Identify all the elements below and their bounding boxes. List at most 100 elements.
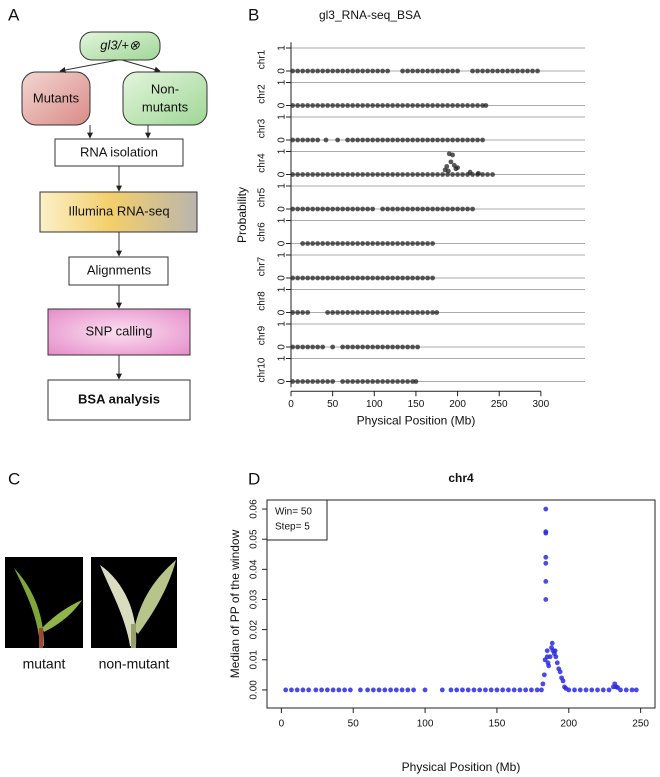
point xyxy=(395,241,401,246)
chart-title: chr4 xyxy=(448,471,474,485)
point xyxy=(420,206,425,212)
point xyxy=(385,310,391,315)
point xyxy=(450,206,455,212)
y-tick-label: 0 xyxy=(277,206,288,212)
point xyxy=(445,68,450,74)
point xyxy=(395,172,401,177)
panel-label: B xyxy=(248,5,259,24)
point xyxy=(445,103,450,108)
point xyxy=(323,137,329,143)
point xyxy=(483,103,489,108)
point xyxy=(553,654,559,660)
y-tick-label: 1 xyxy=(277,321,288,327)
point xyxy=(399,687,405,693)
point xyxy=(549,640,555,646)
point xyxy=(400,241,406,246)
x-tick-label: 150 xyxy=(408,399,425,410)
point xyxy=(467,169,473,175)
point xyxy=(495,68,500,74)
node-label: RNA isolation xyxy=(80,144,158,159)
photo-label: mutant xyxy=(23,656,66,672)
point xyxy=(460,206,465,212)
facet-label: chr6 xyxy=(257,222,268,242)
point xyxy=(595,687,600,693)
point xyxy=(305,344,311,350)
point xyxy=(360,275,366,281)
point xyxy=(300,103,306,108)
point xyxy=(305,241,311,246)
point xyxy=(325,172,331,177)
point xyxy=(415,275,420,281)
point xyxy=(350,275,356,281)
point xyxy=(440,68,445,74)
point xyxy=(517,687,523,693)
point xyxy=(385,275,391,281)
point xyxy=(320,241,326,246)
x-tick-label: 300 xyxy=(533,399,550,410)
point xyxy=(577,687,583,693)
point xyxy=(350,103,356,108)
photos: mutant non-mutant xyxy=(5,557,177,672)
point xyxy=(470,103,475,108)
point xyxy=(430,310,435,315)
point xyxy=(330,687,336,693)
point xyxy=(325,206,331,212)
point xyxy=(405,137,411,143)
point xyxy=(534,687,540,693)
point xyxy=(430,137,435,143)
point xyxy=(385,241,391,246)
point xyxy=(345,275,351,281)
point xyxy=(425,206,430,212)
point xyxy=(380,275,386,281)
point xyxy=(360,172,366,177)
point xyxy=(589,687,595,693)
point xyxy=(539,687,544,693)
point xyxy=(330,68,336,74)
point xyxy=(420,137,425,143)
node-label: Mutants xyxy=(33,90,80,105)
point xyxy=(543,560,549,566)
stem xyxy=(131,624,136,648)
point xyxy=(330,275,336,281)
panel-label: C xyxy=(8,469,20,488)
point xyxy=(385,379,391,384)
point xyxy=(395,344,401,350)
point xyxy=(439,687,445,693)
point xyxy=(295,103,301,108)
point xyxy=(300,379,306,384)
point xyxy=(358,687,363,693)
point xyxy=(315,68,321,74)
point xyxy=(375,103,381,108)
point xyxy=(405,275,411,281)
point xyxy=(530,68,535,74)
flowchart xyxy=(21,31,208,421)
point xyxy=(360,344,366,350)
point xyxy=(305,172,311,177)
point xyxy=(460,172,465,177)
point xyxy=(425,172,430,177)
point xyxy=(405,241,411,246)
point xyxy=(325,103,331,108)
point xyxy=(365,687,370,693)
point xyxy=(420,103,425,108)
node-label: Non- xyxy=(151,81,179,96)
point xyxy=(554,660,560,666)
point xyxy=(529,687,534,693)
x-tick-label: 100 xyxy=(366,399,383,410)
point xyxy=(415,137,420,143)
point xyxy=(335,68,341,74)
point xyxy=(300,687,306,693)
point xyxy=(360,68,366,74)
point xyxy=(455,137,460,143)
point xyxy=(606,687,612,693)
point xyxy=(345,379,351,384)
point xyxy=(430,206,435,212)
node-box xyxy=(54,138,184,167)
point xyxy=(370,379,376,384)
point xyxy=(448,159,454,165)
leaf xyxy=(134,560,176,634)
point xyxy=(319,687,325,693)
point xyxy=(450,137,455,143)
point xyxy=(300,241,306,246)
y-tick-label: 1 xyxy=(277,79,288,85)
